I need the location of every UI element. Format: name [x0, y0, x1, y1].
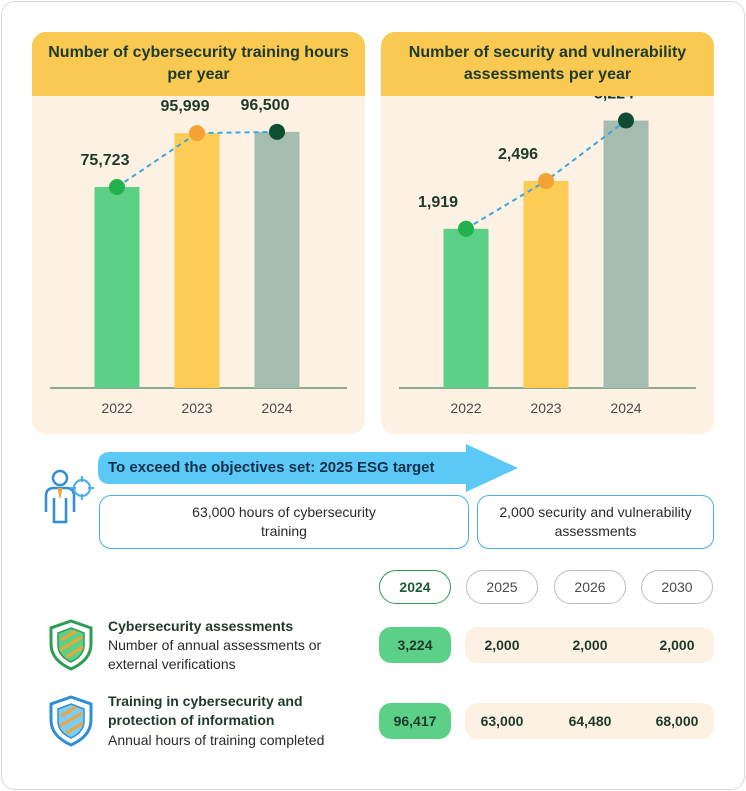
- target-assessments-text: 2,000 security and vulnerability assessm…: [499, 504, 692, 539]
- x-tick-label: 2022: [101, 400, 132, 416]
- x-tick-label: 2024: [610, 400, 641, 416]
- person-target-icon: [44, 469, 94, 524]
- data-label: 2,496: [498, 146, 538, 163]
- chart-title: Number of security and vulnerability ass…: [381, 32, 714, 96]
- target-training-text: 63,000 hours of cybersecurity training: [192, 504, 376, 539]
- chart-svg-assessments: 2022 2023 2024 1,919 2,496 3,224: [399, 96, 696, 416]
- data-label: 1,919: [418, 194, 458, 211]
- objectives-banner: To exceed the objectives set: 2025 ESG t…: [98, 444, 518, 492]
- trend-marker: [458, 220, 474, 237]
- data-label: 96,500: [241, 97, 290, 114]
- shield-icon: [49, 695, 93, 747]
- bar-2023: [174, 133, 220, 388]
- data-label: 3,224: [594, 96, 634, 103]
- bar-2022: [94, 186, 140, 388]
- targets-strip-assessments: [465, 627, 714, 663]
- row-subtitle-assessments: Number of annual assessments or external…: [108, 637, 322, 672]
- year-pill-2024: 2024: [379, 570, 451, 604]
- target-assessments: 2,000 security and vulnerability assessm…: [477, 495, 714, 549]
- current-value-training: 96,417: [379, 703, 451, 739]
- current-value-assessments: 3,224: [379, 627, 451, 663]
- target-2030-training: 68,000: [655, 713, 699, 729]
- target-training: 63,000 hours of cybersecurity training: [99, 495, 469, 549]
- year-pill-2025: 2025: [466, 570, 538, 604]
- shield-icon: [49, 619, 93, 671]
- chart-title: Number of cybersecurity training hours p…: [32, 32, 365, 96]
- target-2025-training: 63,000: [480, 713, 524, 729]
- trend-marker: [618, 112, 634, 129]
- x-tick-label: 2024: [261, 400, 292, 416]
- data-label: 95,999: [161, 98, 210, 115]
- target-2025-assessments: 2,000: [484, 637, 520, 653]
- trend-marker: [538, 172, 554, 189]
- target-2030-assessments: 2,000: [659, 637, 695, 653]
- bar-2024: [603, 120, 649, 389]
- banner-arrow: [98, 444, 518, 492]
- year-pill-2026: 2026: [554, 570, 626, 604]
- row-subtitle-training: Annual hours of training completed: [108, 732, 325, 748]
- chart-panel-assessments: Number of security and vulnerability ass…: [381, 32, 714, 434]
- x-tick-label: 2023: [181, 400, 212, 416]
- chart-svg-training: 2022 2023 2024 75,723 95,999 96,500: [50, 97, 347, 416]
- targets-strip-training: [465, 703, 714, 739]
- chart-panel-training: Number of cybersecurity training hours p…: [32, 32, 365, 434]
- bar-2023: [523, 180, 569, 388]
- bar-2024: [254, 131, 300, 388]
- x-tick-label: 2023: [530, 400, 561, 416]
- target-2026-training: 64,480: [568, 713, 612, 729]
- trend-marker: [269, 123, 285, 140]
- year-pill-2030: 2030: [641, 570, 713, 604]
- bar-2022: [443, 228, 489, 388]
- data-label: 75,723: [81, 152, 130, 169]
- objectives-banner-text: To exceed the objectives set: 2025 ESG t…: [108, 459, 435, 476]
- row-title-assessments: Cybersecurity assessments: [108, 618, 294, 634]
- target-2026-assessments: 2,000: [572, 637, 608, 653]
- row-title-training: Training in cybersecurity and protection…: [108, 693, 303, 728]
- x-tick-label: 2022: [450, 400, 481, 416]
- trend-marker: [109, 178, 125, 195]
- trend-marker: [189, 125, 205, 142]
